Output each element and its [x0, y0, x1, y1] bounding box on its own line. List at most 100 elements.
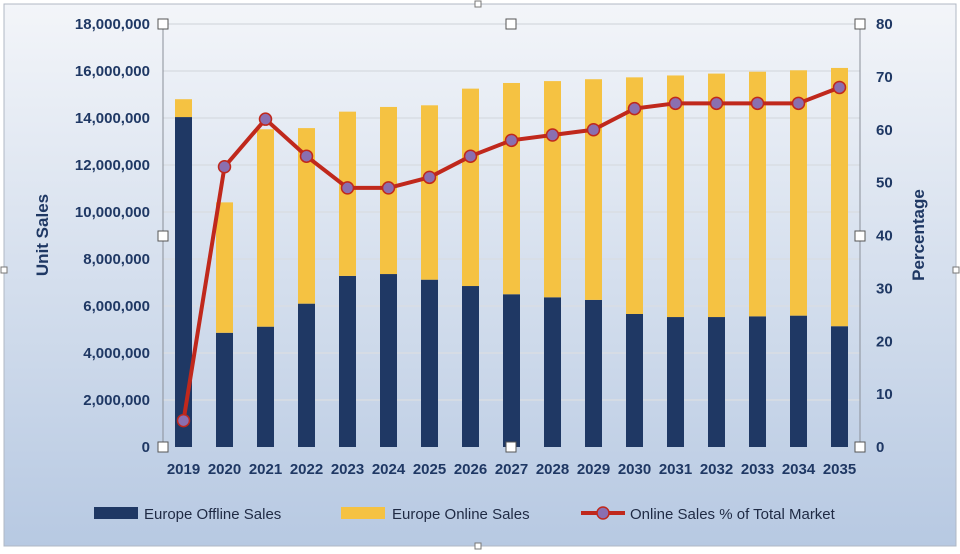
y2-axis-title: Percentage — [909, 189, 928, 281]
line-marker-2031[interactable] — [668, 96, 683, 111]
bar-offline-2024[interactable] — [380, 274, 397, 447]
line-marker-2034[interactable] — [791, 96, 806, 111]
x-tick-label: 2019 — [167, 461, 200, 478]
x-tick-label: 2028 — [536, 461, 569, 478]
chart-resize-handle[interactable] — [474, 542, 482, 550]
x-tick-label: 2020 — [208, 461, 241, 478]
y-tick-label: 6,000,000 — [83, 298, 150, 315]
line-marker-2024[interactable] — [381, 181, 396, 195]
plot-resize-handle[interactable] — [854, 441, 866, 453]
line-marker-2023[interactable] — [340, 181, 355, 195]
x-tick-label: 2032 — [700, 461, 733, 478]
bar-online-2033[interactable] — [749, 71, 766, 317]
y-tick-label: 2,000,000 — [83, 392, 150, 409]
line-marker-2032[interactable] — [709, 96, 724, 111]
y2-tick-label: 60 — [876, 122, 893, 139]
right-axis-ticks: 0 10 20 30 40 50 60 70 80 — [876, 16, 893, 456]
x-tick-label: 2034 — [782, 461, 816, 478]
bar-offline-2019[interactable] — [175, 117, 192, 447]
bar-offline-2032[interactable] — [708, 317, 725, 447]
line-marker-2025[interactable] — [422, 170, 437, 185]
y2-tick-label: 80 — [876, 16, 893, 33]
y-tick-label: 4,000,000 — [83, 345, 150, 362]
bar-online-2026[interactable] — [462, 88, 479, 287]
bar-online-2022[interactable] — [298, 128, 315, 304]
line-marker-2027[interactable] — [504, 133, 519, 148]
line-marker-2019[interactable] — [176, 413, 191, 428]
bar-online-2021[interactable] — [257, 129, 274, 327]
line-marker-2020[interactable] — [217, 160, 232, 174]
bar-online-2029[interactable] — [585, 79, 602, 300]
legend: Europe Offline Sales Europe Online Sales… — [94, 506, 836, 523]
bar-offline-2031[interactable] — [667, 317, 684, 447]
plot-resize-handle[interactable] — [157, 441, 169, 453]
x-tick-label: 2031 — [659, 461, 692, 478]
bar-online-2032[interactable] — [708, 73, 725, 318]
bars — [175, 67, 848, 447]
bar-offline-2034[interactable] — [790, 315, 807, 447]
bar-offline-2022[interactable] — [298, 303, 315, 447]
chart-resize-handle[interactable] — [0, 266, 8, 274]
bar-offline-2030[interactable] — [626, 313, 643, 447]
x-axis-ticks: 2019 2020 2021 2022 2023 2024 2025 2026 2027 2028… — [167, 461, 856, 478]
plot-resize-handle[interactable] — [505, 441, 517, 453]
plot-resize-handle[interactable] — [157, 230, 169, 242]
bar-online-2034[interactable] — [790, 70, 807, 316]
bar-offline-2021[interactable] — [257, 326, 274, 447]
y2-tick-label: 0 — [876, 439, 884, 456]
line-marker-2022[interactable] — [299, 149, 314, 163]
line-marker-2026[interactable] — [463, 149, 478, 163]
chart-resize-handle[interactable] — [952, 266, 960, 274]
bar-online-2028[interactable] — [544, 81, 561, 298]
x-tick-label: 2023 — [331, 461, 364, 478]
plot-resize-handle[interactable] — [854, 230, 866, 242]
x-tick-label: 2029 — [577, 461, 610, 478]
line-marker-2021[interactable] — [258, 112, 273, 126]
plot-resize-handle[interactable] — [157, 18, 169, 30]
bar-online-2030[interactable] — [626, 77, 643, 314]
legend-label-percentage: Online Sales % of Total Market — [630, 506, 836, 523]
bar-online-2025[interactable] — [421, 105, 438, 280]
chart-resize-handle[interactable] — [474, 0, 482, 8]
y-axis-title: Unit Sales — [33, 194, 52, 276]
bar-online-2027[interactable] — [503, 82, 520, 295]
plot-resize-handle[interactable] — [505, 18, 517, 30]
x-tick-label: 2030 — [618, 461, 651, 478]
legend-label-online: Europe Online Sales — [392, 506, 530, 523]
bar-offline-2026[interactable] — [462, 286, 479, 447]
legend-swatch-online — [341, 507, 385, 519]
plot-resize-handle[interactable] — [854, 18, 866, 30]
y2-tick-label: 40 — [876, 228, 893, 245]
line-marker-2035[interactable] — [832, 80, 847, 95]
line-marker-2028[interactable] — [545, 128, 560, 142]
y-tick-label: 14,000,000 — [75, 110, 150, 127]
bar-online-2031[interactable] — [667, 75, 684, 318]
line-marker-2029[interactable] — [586, 123, 601, 137]
bar-offline-2025[interactable] — [421, 279, 438, 447]
line-marker-2033[interactable] — [750, 96, 765, 111]
bar-online-2019[interactable] — [175, 99, 192, 118]
bar-offline-2035[interactable] — [831, 326, 848, 447]
bar-offline-2020[interactable] — [216, 332, 233, 447]
legend-label-offline: Europe Offline Sales — [144, 506, 281, 523]
y-tick-label: 18,000,000 — [75, 16, 150, 33]
x-tick-label: 2026 — [454, 461, 487, 478]
y-tick-label: 10,000,000 — [75, 204, 150, 221]
bar-offline-2033[interactable] — [749, 316, 766, 447]
y2-tick-label: 50 — [876, 175, 893, 192]
legend-swatch-offline — [94, 507, 138, 519]
line-marker-2030[interactable] — [627, 101, 642, 116]
x-tick-label: 2024 — [372, 461, 406, 478]
bar-offline-2029[interactable] — [585, 299, 602, 447]
y2-tick-label: 70 — [876, 69, 893, 86]
bar-online-2035[interactable] — [831, 67, 848, 327]
left-axis-ticks: 0 2,000,000 4,000,000 6,000,000 8,000,000 10,… — [75, 16, 150, 456]
bar-online-2020[interactable] — [216, 202, 233, 333]
y2-tick-label: 20 — [876, 333, 893, 350]
bar-offline-2027[interactable] — [503, 294, 520, 447]
bar-offline-2023[interactable] — [339, 275, 356, 447]
bar-offline-2028[interactable] — [544, 297, 561, 447]
y2-tick-label: 30 — [876, 280, 893, 297]
